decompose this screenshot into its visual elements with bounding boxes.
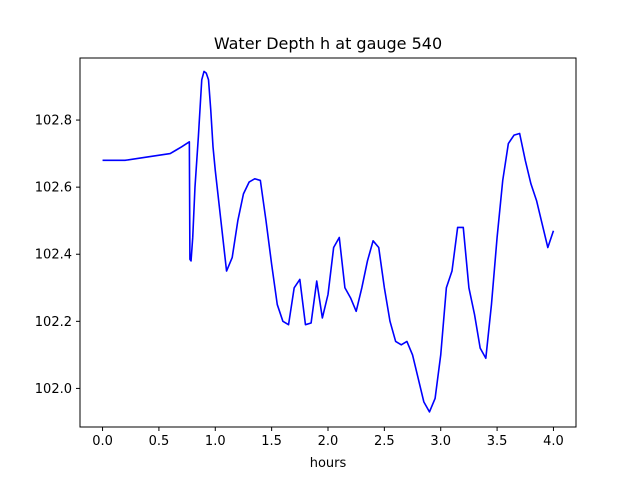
series-line-0 bbox=[102, 70, 555, 413]
x-tick-label: 2.5 bbox=[374, 434, 395, 449]
plot-area-frame bbox=[79, 57, 577, 428]
y-tick-label: 102.0 bbox=[35, 382, 72, 397]
x-tick-label: 4.0 bbox=[543, 434, 564, 449]
y-tick-label: 102.6 bbox=[35, 181, 72, 196]
chart-title: Water Depth h at gauge 540 bbox=[214, 34, 442, 53]
y-tick-label: 102.2 bbox=[35, 315, 72, 330]
x-tick-label: 1.0 bbox=[205, 434, 226, 449]
x-tick-label: 0.0 bbox=[92, 434, 113, 449]
x-tick-label: 2.0 bbox=[318, 434, 339, 449]
x-tick-label: 0.5 bbox=[149, 434, 170, 449]
x-tick-label: 1.5 bbox=[261, 434, 282, 449]
x-axis-label: hours bbox=[310, 456, 347, 471]
y-tick-label: 102.4 bbox=[35, 248, 72, 263]
y-tick-label: 102.8 bbox=[35, 114, 72, 129]
x-tick-label: 3.5 bbox=[487, 434, 508, 449]
x-tick-label: 3.0 bbox=[430, 434, 451, 449]
